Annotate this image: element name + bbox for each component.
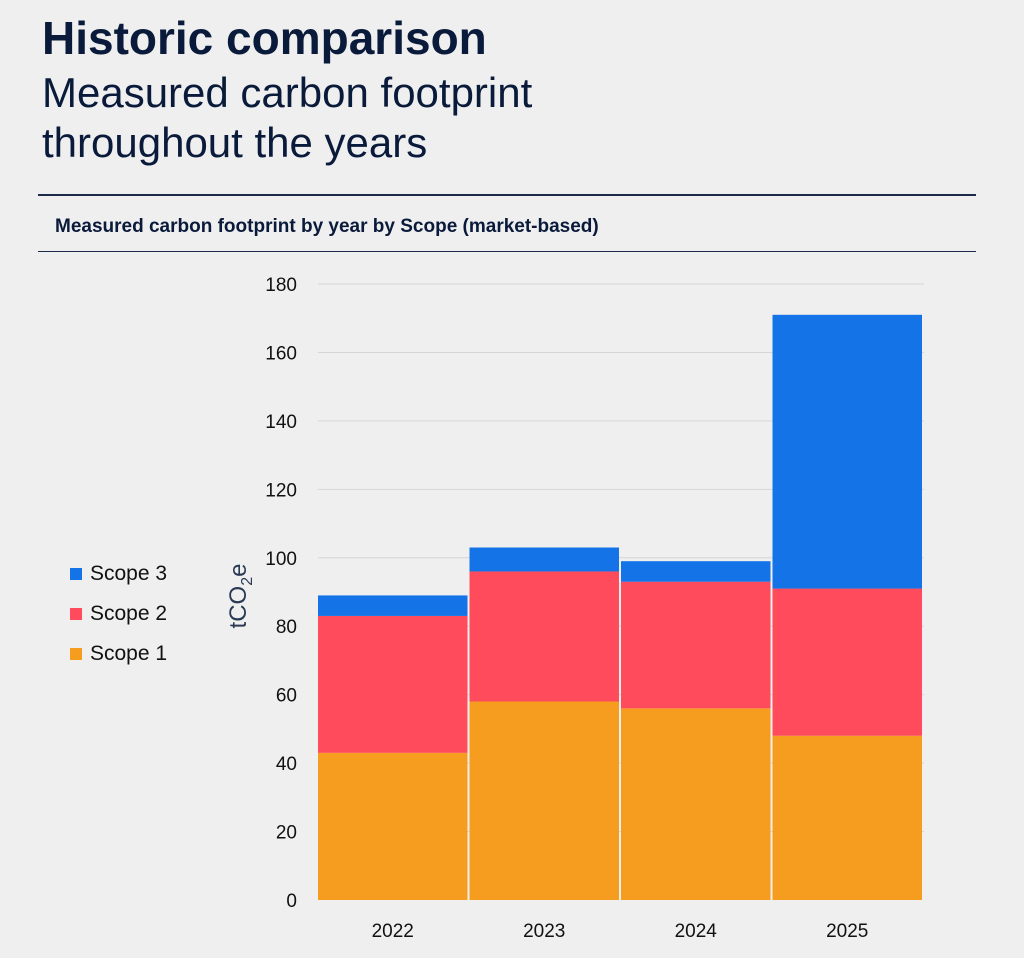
x-axis-ticks: 2022 2023 2024 2025 bbox=[372, 921, 869, 942]
y-tick-label: 140 bbox=[265, 412, 297, 433]
y-axis-title: tCO2e bbox=[225, 564, 256, 629]
legend-item-scope-2: Scope 2 bbox=[70, 594, 167, 634]
chart-legend: Scope 3 Scope 2 Scope 1 bbox=[70, 554, 167, 674]
y-tick-label: 60 bbox=[276, 686, 297, 707]
chart-heading: Measured carbon footprint by year by Sco… bbox=[55, 216, 599, 237]
y-tick-label: 40 bbox=[276, 754, 297, 775]
bottom-divider bbox=[38, 251, 976, 252]
bar-2025-scope-1 bbox=[772, 735, 922, 900]
x-tick-label-2025: 2025 bbox=[826, 921, 868, 942]
bar-2023-scope-3 bbox=[469, 547, 619, 572]
bar-2022-scope-1 bbox=[318, 752, 468, 900]
top-divider bbox=[38, 194, 976, 196]
legend-label-scope-2: Scope 2 bbox=[90, 602, 168, 625]
y-tick-label: 180 bbox=[265, 275, 297, 296]
bar-2024-scope-3 bbox=[621, 561, 771, 582]
chart-bars bbox=[318, 314, 922, 900]
legend-item-scope-1: Scope 1 bbox=[70, 634, 167, 674]
bar-2023-scope-1 bbox=[469, 701, 619, 900]
x-tick-label-2023: 2023 bbox=[523, 921, 565, 942]
bar-2025-scope-3 bbox=[772, 314, 922, 589]
legend-label-scope-1: Scope 1 bbox=[90, 642, 168, 665]
y-axis-ticks: 0 20 40 60 80 100 120 140 160 180 bbox=[265, 275, 297, 912]
y-tick-label: 120 bbox=[265, 480, 297, 501]
page-subtitle: Measured carbon footprint throughout the… bbox=[42, 69, 533, 166]
bar-2024-scope-2 bbox=[621, 581, 771, 709]
legend-swatch-scope-1 bbox=[70, 648, 82, 660]
x-tick-label-2022: 2022 bbox=[372, 921, 414, 942]
legend-item-scope-3: Scope 3 bbox=[70, 554, 167, 594]
y-tick-label: 20 bbox=[276, 823, 297, 844]
y-tick-label: 160 bbox=[265, 343, 297, 364]
x-tick-label-2024: 2024 bbox=[675, 921, 718, 942]
y-tick-label: 0 bbox=[286, 891, 297, 912]
legend-swatch-scope-3 bbox=[70, 568, 82, 580]
legend-label-scope-3: Scope 3 bbox=[90, 562, 168, 585]
bar-2023-scope-2 bbox=[469, 571, 619, 702]
y-tick-label: 80 bbox=[276, 617, 297, 638]
bar-2022-scope-3 bbox=[318, 595, 468, 616]
bar-2025-scope-2 bbox=[772, 588, 922, 736]
legend-swatch-scope-2 bbox=[70, 608, 82, 620]
page-title: Historic comparison bbox=[42, 12, 487, 64]
bar-2024-scope-1 bbox=[621, 708, 771, 900]
y-tick-label: 100 bbox=[265, 549, 297, 570]
bar-2022-scope-2 bbox=[318, 615, 468, 753]
